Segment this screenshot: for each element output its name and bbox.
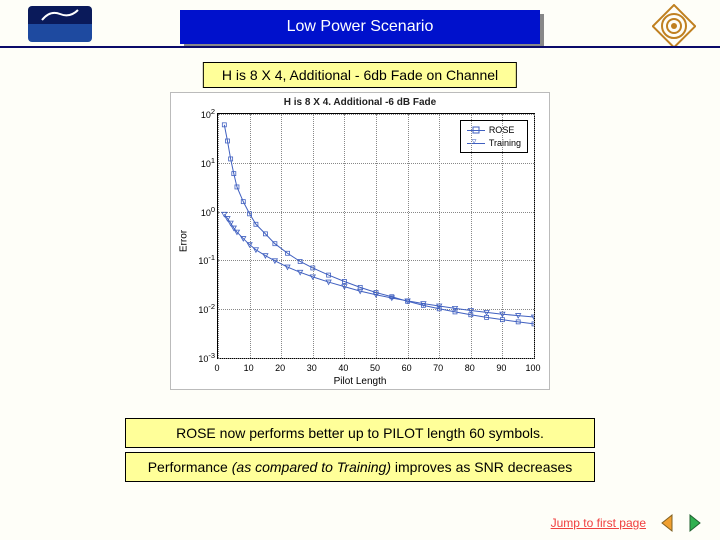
- note-box-2: Performance (as compared to Training) im…: [125, 452, 595, 482]
- nav-arrows: [658, 512, 704, 534]
- xtick: 80: [465, 363, 475, 373]
- ytick: 101: [191, 156, 215, 169]
- xtick: 60: [402, 363, 412, 373]
- ytick: 10-1: [191, 253, 215, 266]
- chart-xlabel: Pilot Length: [334, 376, 387, 387]
- ytick: 10-3: [191, 351, 215, 364]
- gridline-v: [534, 114, 535, 358]
- subtitle-text: H is 8 X 4, Additional - 6db Fade on Cha…: [222, 67, 498, 83]
- note-text-2c: improves as SNR decreases: [391, 459, 572, 475]
- header-rule: [0, 46, 720, 48]
- ytick: 102: [191, 107, 215, 120]
- ytick: 100: [191, 205, 215, 218]
- note-text-2b: (as compared to Training): [232, 459, 391, 475]
- title-bar: Low Power Scenario: [180, 10, 540, 44]
- note-text-1: ROSE now performs better up to PILOT len…: [176, 425, 544, 441]
- xtick: 70: [433, 363, 443, 373]
- gridline-h: [218, 358, 534, 359]
- xtick: 0: [214, 363, 219, 373]
- xtick: 90: [496, 363, 506, 373]
- subtitle-box: H is 8 X 4, Additional - 6db Fade on Cha…: [203, 62, 517, 88]
- next-arrow-button[interactable]: [682, 512, 704, 534]
- chart-title: H is 8 X 4. Additional -6 dB Fade: [171, 93, 549, 108]
- ytick: 10-2: [191, 302, 215, 315]
- prev-arrow-button[interactable]: [658, 512, 680, 534]
- xtick: 50: [370, 363, 380, 373]
- xtick: 30: [307, 363, 317, 373]
- jump-to-first-link[interactable]: Jump to first page: [551, 516, 646, 530]
- note-text-2a: Performance: [148, 459, 232, 475]
- chart-ylabel: Error: [179, 230, 190, 252]
- xtick: 100: [525, 363, 540, 373]
- xtick: 20: [275, 363, 285, 373]
- xtick: 10: [244, 363, 254, 373]
- note-box-1: ROSE now performs better up to PILOT len…: [125, 418, 595, 448]
- chart-svg: [218, 114, 534, 358]
- logo-right: [652, 4, 696, 48]
- chart: H is 8 X 4. Additional -6 dB Fade Error …: [170, 92, 550, 390]
- plot-area: ROSE Training: [217, 113, 535, 359]
- logo-left: [28, 6, 92, 42]
- page-title: Low Power Scenario: [287, 18, 434, 36]
- xtick: 40: [338, 363, 348, 373]
